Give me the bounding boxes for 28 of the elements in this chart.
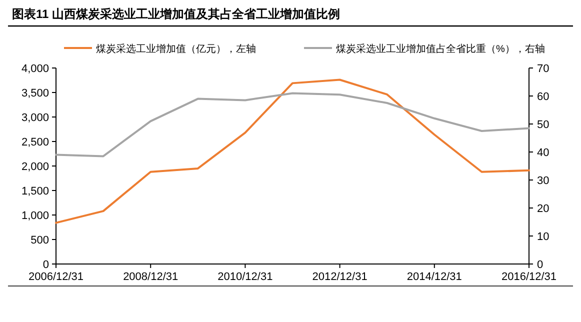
y2-tick-label: 60	[537, 91, 550, 103]
y-tick-label: 3,500	[21, 88, 49, 100]
legend-label: 煤炭采选业工业增加值占全省比重（%），右轴	[336, 43, 545, 55]
legend-label: 煤炭采选工业增加值（亿元），左轴	[96, 43, 256, 55]
y-tick-label: 1,000	[21, 210, 49, 222]
x-tick-label: 2006/12/31	[28, 271, 84, 283]
y2-tick-label: 70	[537, 63, 550, 75]
x-tick-label: 2012/12/31	[312, 271, 368, 283]
y-tick-label: 0	[42, 259, 49, 271]
y-tick-label: 3,000	[21, 112, 49, 124]
x-tick-label: 2010/12/31	[218, 271, 273, 283]
y-tick-label: 1,500	[21, 186, 49, 198]
y2-tick-label: 10	[537, 231, 550, 243]
x-tick-label: 2008/12/31	[123, 271, 178, 283]
y-tick-label: 4,000	[21, 63, 49, 75]
y2-tick-label: 50	[537, 119, 550, 131]
x-tick-label: 2016/12/31	[501, 271, 557, 283]
y2-tick-label: 20	[537, 203, 550, 215]
y-tick-label: 2,000	[21, 161, 49, 173]
y2-tick-label: 30	[537, 175, 550, 187]
y2-tick-label: 0	[537, 259, 544, 271]
line-series	[55, 78, 530, 224]
chart-title: 图表11 山西煤炭采选业工业增加值及其占全省工业增加值比例	[12, 7, 340, 21]
line-series	[55, 92, 530, 158]
y-tick-label: 500	[30, 234, 49, 246]
x-tick-label: 2014/12/31	[406, 271, 462, 283]
y2-tick-label: 40	[537, 147, 550, 159]
y-tick-label: 2,500	[21, 136, 49, 148]
